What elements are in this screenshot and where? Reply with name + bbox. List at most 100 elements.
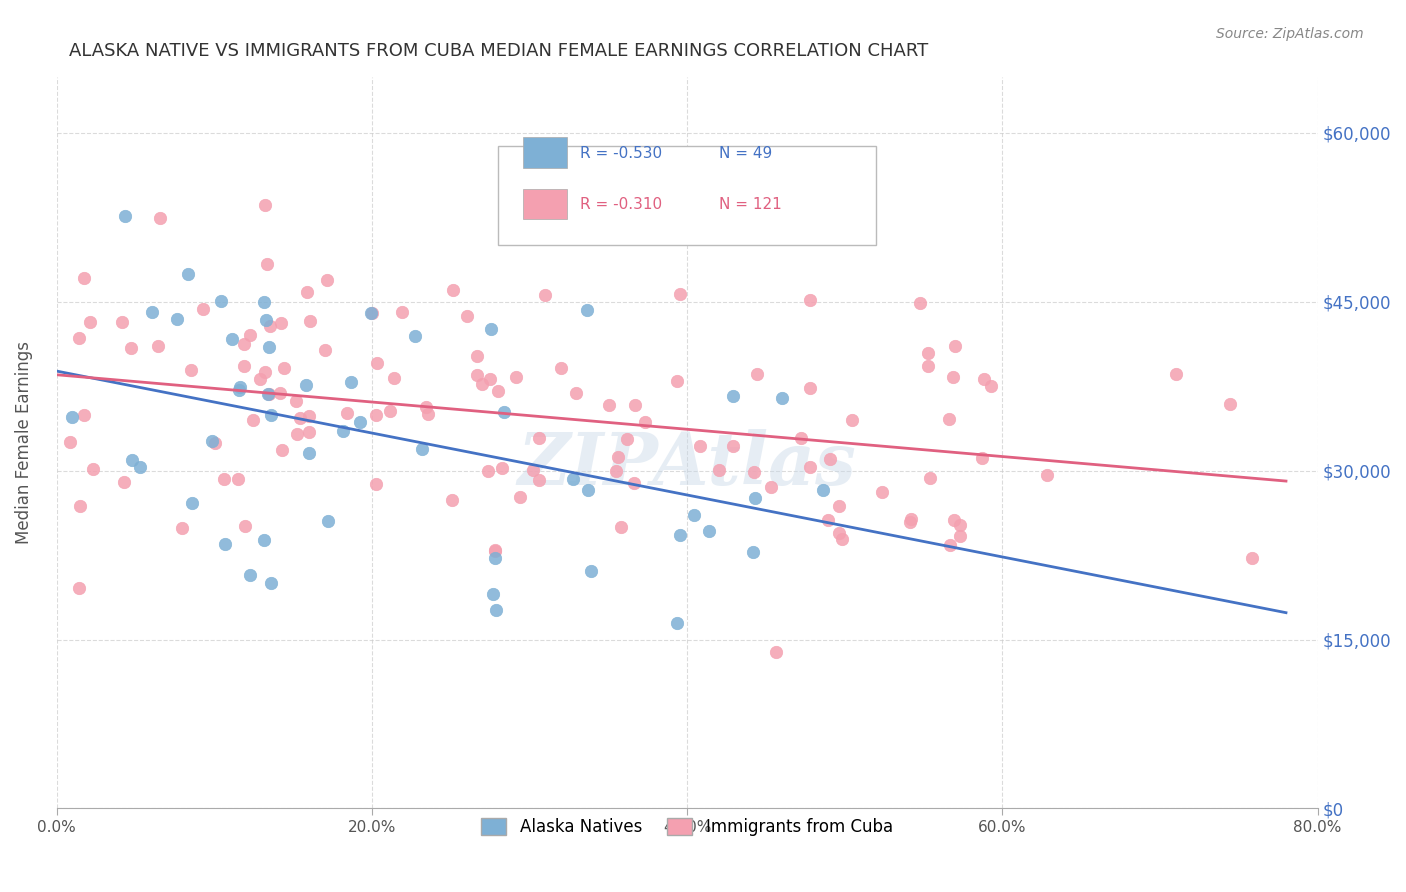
Alaska Natives bbox=[257, 340, 280, 354]
Immigrants from Cuba bbox=[1036, 467, 1059, 482]
Immigrants from Cuba bbox=[233, 337, 256, 351]
Immigrants from Cuba bbox=[1241, 550, 1264, 565]
Alaska Natives bbox=[579, 564, 602, 578]
Text: R = -0.530: R = -0.530 bbox=[579, 146, 662, 161]
Alaska Natives bbox=[181, 496, 204, 510]
Immigrants from Cuba bbox=[765, 645, 787, 659]
Immigrants from Cuba bbox=[67, 331, 90, 345]
Immigrants from Cuba bbox=[256, 257, 278, 271]
Immigrants from Cuba bbox=[69, 500, 91, 514]
Immigrants from Cuba bbox=[59, 435, 82, 450]
Immigrants from Cuba bbox=[939, 537, 962, 551]
Immigrants from Cuba bbox=[111, 315, 134, 329]
Immigrants from Cuba bbox=[550, 360, 572, 375]
Immigrants from Cuba bbox=[82, 462, 104, 476]
Immigrants from Cuba bbox=[361, 306, 384, 320]
Legend: Alaska Natives, Immigrants from Cuba: Alaska Natives, Immigrants from Cuba bbox=[474, 809, 901, 844]
Immigrants from Cuba bbox=[441, 283, 464, 297]
Immigrants from Cuba bbox=[212, 472, 235, 486]
Immigrants from Cuba bbox=[799, 460, 821, 475]
Immigrants from Cuba bbox=[249, 372, 271, 386]
Immigrants from Cuba bbox=[669, 287, 692, 301]
Immigrants from Cuba bbox=[314, 343, 336, 357]
Immigrants from Cuba bbox=[634, 415, 657, 429]
Text: N = 49: N = 49 bbox=[718, 146, 772, 161]
Immigrants from Cuba bbox=[721, 439, 744, 453]
Immigrants from Cuba bbox=[193, 301, 215, 316]
Immigrants from Cuba bbox=[254, 198, 277, 212]
Alaska Natives bbox=[479, 322, 502, 336]
Alaska Natives bbox=[723, 389, 745, 403]
Immigrants from Cuba bbox=[745, 367, 768, 381]
Immigrants from Cuba bbox=[440, 492, 463, 507]
Alaska Natives bbox=[404, 329, 426, 343]
Immigrants from Cuba bbox=[898, 516, 921, 530]
Alaska Natives bbox=[114, 209, 136, 223]
Immigrants from Cuba bbox=[870, 485, 893, 500]
Immigrants from Cuba bbox=[232, 359, 254, 373]
Immigrants from Cuba bbox=[533, 288, 555, 302]
Immigrants from Cuba bbox=[273, 360, 295, 375]
Text: N = 121: N = 121 bbox=[718, 197, 782, 212]
FancyBboxPatch shape bbox=[523, 188, 567, 219]
Immigrants from Cuba bbox=[366, 356, 388, 370]
Immigrants from Cuba bbox=[817, 513, 839, 527]
Alaska Natives bbox=[257, 386, 280, 401]
Text: ALASKA NATIVE VS IMMIGRANTS FROM CUBA MEDIAN FEMALE EARNINGS CORRELATION CHART: ALASKA NATIVE VS IMMIGRANTS FROM CUBA ME… bbox=[69, 42, 928, 60]
Alaska Natives bbox=[316, 515, 339, 529]
Alaska Natives bbox=[209, 293, 232, 308]
Immigrants from Cuba bbox=[418, 407, 440, 421]
Alaska Natives bbox=[744, 491, 766, 505]
Immigrants from Cuba bbox=[917, 346, 939, 360]
Alaska Natives bbox=[252, 533, 274, 547]
Immigrants from Cuba bbox=[391, 305, 413, 319]
Immigrants from Cuba bbox=[366, 477, 388, 491]
Alaska Natives bbox=[485, 603, 508, 617]
Immigrants from Cuba bbox=[484, 543, 506, 558]
Immigrants from Cuba bbox=[973, 372, 995, 386]
Alaska Natives bbox=[561, 473, 583, 487]
Immigrants from Cuba bbox=[478, 372, 501, 386]
Alaska Natives bbox=[575, 303, 598, 318]
Immigrants from Cuba bbox=[509, 490, 531, 504]
Immigrants from Cuba bbox=[148, 339, 170, 353]
Alaska Natives bbox=[177, 267, 200, 281]
Immigrants from Cuba bbox=[170, 521, 193, 535]
Alaska Natives bbox=[294, 378, 316, 392]
FancyBboxPatch shape bbox=[523, 137, 567, 168]
Immigrants from Cuba bbox=[298, 409, 321, 423]
Alaska Natives bbox=[166, 312, 188, 326]
Immigrants from Cuba bbox=[285, 427, 308, 442]
Immigrants from Cuba bbox=[120, 341, 142, 355]
Immigrants from Cuba bbox=[269, 385, 291, 400]
Alaska Natives bbox=[141, 305, 163, 319]
Immigrants from Cuba bbox=[270, 316, 292, 330]
Alaska Natives bbox=[481, 587, 503, 601]
Immigrants from Cuba bbox=[828, 500, 851, 514]
Immigrants from Cuba bbox=[471, 376, 494, 391]
Immigrants from Cuba bbox=[316, 273, 339, 287]
Immigrants from Cuba bbox=[607, 450, 630, 464]
Alaska Natives bbox=[201, 434, 224, 448]
Immigrants from Cuba bbox=[799, 381, 821, 395]
Immigrants from Cuba bbox=[204, 435, 226, 450]
Immigrants from Cuba bbox=[180, 363, 202, 377]
Text: Source: ZipAtlas.com: Source: ZipAtlas.com bbox=[1216, 27, 1364, 41]
Alaska Natives bbox=[340, 375, 363, 389]
Immigrants from Cuba bbox=[297, 425, 319, 439]
Immigrants from Cuba bbox=[259, 318, 281, 333]
Alaska Natives bbox=[411, 442, 433, 456]
Alaska Natives bbox=[228, 383, 250, 397]
Immigrants from Cuba bbox=[295, 285, 318, 300]
Immigrants from Cuba bbox=[491, 460, 513, 475]
Immigrants from Cuba bbox=[918, 471, 941, 485]
Immigrants from Cuba bbox=[742, 466, 765, 480]
Immigrants from Cuba bbox=[239, 327, 262, 342]
Immigrants from Cuba bbox=[900, 512, 922, 526]
Immigrants from Cuba bbox=[828, 526, 851, 541]
Immigrants from Cuba bbox=[285, 394, 308, 409]
Immigrants from Cuba bbox=[598, 398, 620, 412]
Immigrants from Cuba bbox=[1219, 396, 1241, 410]
Alaska Natives bbox=[484, 550, 506, 565]
Immigrants from Cuba bbox=[709, 463, 731, 477]
